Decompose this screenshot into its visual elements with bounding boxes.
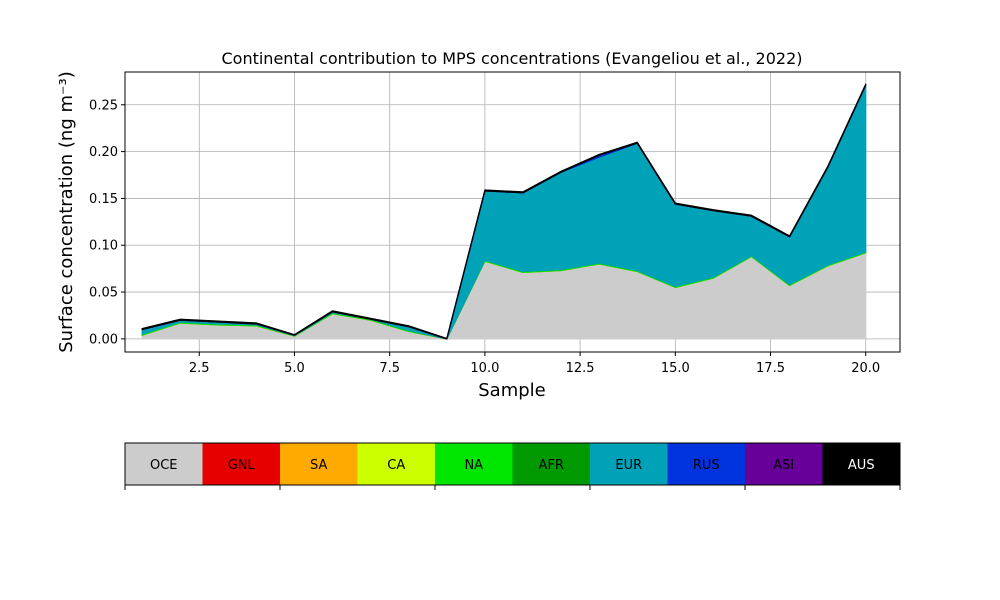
x-tick-label: 20.0: [851, 361, 880, 376]
legend-swatch-gnl: [202, 443, 280, 485]
legend-label-asi: ASI: [773, 458, 794, 473]
legend-swatch-rus: [667, 443, 745, 485]
y-tick-label: 0.15: [89, 192, 118, 207]
y-ticks: 0.00 0.05 0.10 0.15 0.20 0.25: [89, 98, 125, 347]
legend: OCE GNL SA CA NA AFR EUR RUS ASI AUS: [124, 442, 901, 490]
legend-label-sa: SA: [310, 458, 327, 473]
legend-swatch-na: [435, 443, 513, 485]
x-tick-label: 15.0: [661, 361, 690, 376]
legend-swatch-afr: [512, 443, 590, 485]
area-aus: [141, 83, 867, 340]
x-tick-label: 7.5: [379, 361, 400, 376]
x-tick-label: 5.0: [284, 361, 305, 376]
x-tick-label: 17.5: [756, 361, 785, 376]
y-tick-label: 0.25: [89, 98, 118, 113]
legend-swatch-eur: [590, 443, 668, 485]
chart-title: Continental contribution to MPS concentr…: [221, 49, 802, 68]
y-axis-label: Surface concentration (ng m⁻³): [56, 71, 77, 353]
legend-swatch-ca: [357, 443, 435, 485]
x-axis-label: Sample: [478, 380, 546, 401]
legend-label-na: NA: [464, 458, 483, 473]
legend-swatch-asi: [745, 443, 823, 485]
legend-label-afr: AFR: [539, 458, 564, 473]
legend-label-rus: RUS: [693, 458, 720, 473]
legend-swatch-oce: [125, 443, 203, 485]
y-tick-label: 0.00: [89, 332, 118, 347]
legend-label-aus: AUS: [848, 458, 875, 473]
x-tick-label: 10.0: [470, 361, 499, 376]
stacked-areas: [141, 83, 867, 340]
y-tick-label: 0.20: [89, 145, 118, 160]
legend-label-oce: OCE: [150, 458, 178, 473]
y-tick-label: 0.10: [89, 239, 118, 254]
legend-frame: [124, 442, 901, 486]
legend-swatch-aus: [822, 443, 900, 485]
x-tick-label: 2.5: [189, 361, 210, 376]
legend-label-ca: CA: [387, 458, 405, 473]
legend-label-eur: EUR: [615, 458, 642, 473]
y-tick-label: 0.05: [89, 286, 118, 301]
x-ticks: 2.5 5.0 7.5 10.0 12.5 15.0 17.5 20.0: [189, 352, 880, 376]
plot-frame: [124, 71, 901, 353]
legend-label-gnl: GNL: [228, 458, 256, 473]
legend-swatch-sa: [280, 443, 358, 485]
x-tick-label: 12.5: [566, 361, 595, 376]
